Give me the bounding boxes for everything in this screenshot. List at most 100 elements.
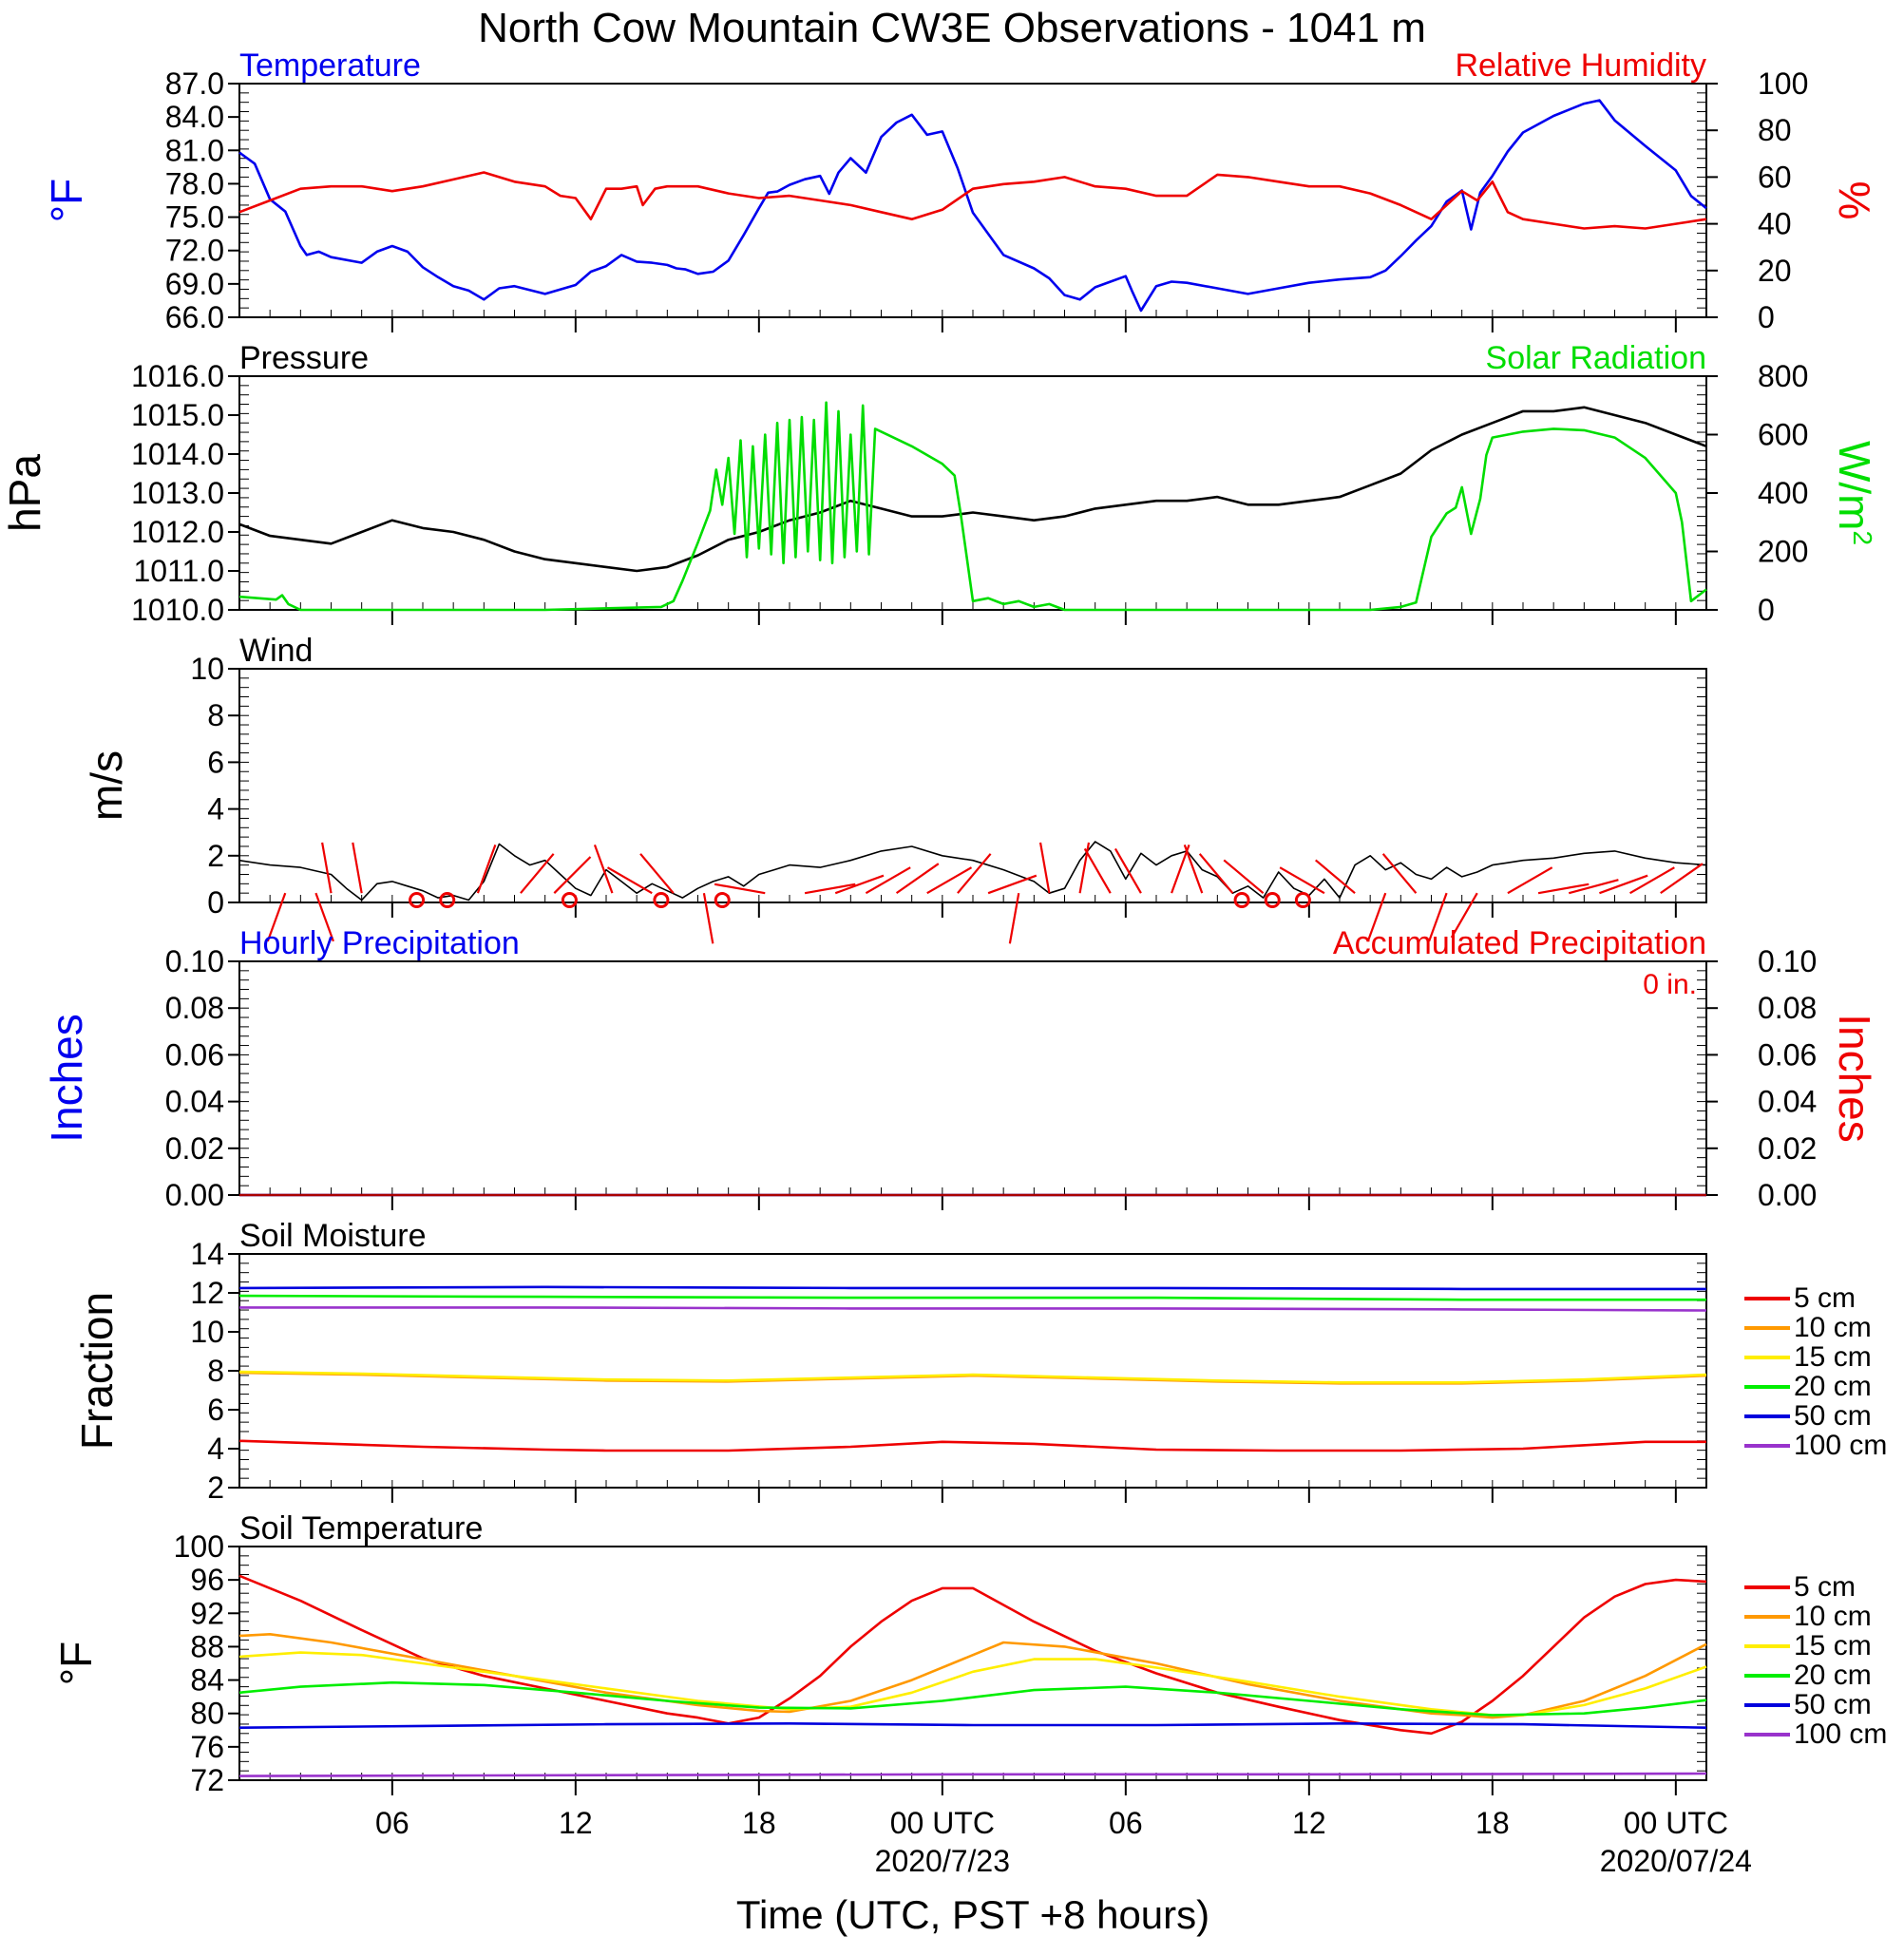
y-tick-label-left: 10 — [190, 652, 224, 686]
wind-barb — [702, 892, 714, 944]
panel-title-left: Hourly Precipitation — [239, 925, 520, 961]
wind-barb — [987, 874, 1038, 895]
y-tick-label-left: 72.0 — [165, 234, 224, 268]
y-tick-label-right: 20 — [1758, 254, 1792, 288]
y-tick-label-right: 0.08 — [1758, 991, 1817, 1025]
legend-label: 100 cm — [1794, 1718, 1887, 1750]
y-tick-label-right: 0.02 — [1758, 1131, 1817, 1166]
y-tick-label-left: 0 — [207, 885, 224, 920]
series-line-5-cm — [238, 1574, 1707, 1736]
y-tick-label-right: 80 — [1758, 113, 1792, 147]
wind-barb — [1629, 866, 1675, 895]
wind-barb — [1428, 892, 1448, 942]
panel-title-left: Soil Temperature — [239, 1510, 483, 1547]
calm-wind-marker — [561, 892, 578, 909]
y-tick-label-right: 0.04 — [1758, 1085, 1817, 1119]
wind-barb — [1198, 853, 1234, 894]
x-tick-label: 12 — [1292, 1806, 1326, 1840]
legend-label: 15 cm — [1794, 1341, 1872, 1373]
y-axis-label-right: % — [1830, 181, 1879, 220]
y-tick-label-left: 1013.0 — [131, 476, 224, 510]
legend-label: 20 cm — [1794, 1660, 1872, 1691]
y-tick-label-left: 1015.0 — [131, 398, 224, 432]
y-tick-label-right: 800 — [1758, 359, 1808, 393]
panel-title-right: Accumulated Precipitation — [1333, 925, 1706, 961]
wind-barb — [1008, 892, 1020, 944]
y-tick-label-left: 88 — [190, 1629, 224, 1663]
panel-wind: 10 8 6 4 2 0 Wind m/s — [82, 633, 1707, 944]
y-tick-label-left: 72 — [190, 1763, 224, 1797]
legend-label: 15 cm — [1794, 1630, 1872, 1661]
panel-temperature: 87.084.081.078.075.072.069.066.0 100 80 60 4… — [42, 47, 1879, 334]
calm-wind-marker — [1233, 892, 1250, 909]
wind-barb — [1450, 892, 1478, 939]
legend-label: 10 cm — [1794, 1312, 1872, 1343]
calm-wind-marker — [714, 892, 731, 909]
legend-label: 50 cm — [1794, 1689, 1872, 1720]
calm-wind-marker — [409, 892, 426, 909]
wind-barb — [352, 842, 363, 894]
y-axis-label-left: Inches — [42, 1014, 91, 1143]
legend-label: 10 cm — [1794, 1601, 1872, 1632]
y-tick-label-left: 100 — [174, 1529, 224, 1564]
calm-wind-marker — [653, 892, 670, 909]
y-tick-label-left: 2 — [207, 1471, 224, 1505]
y-tick-label-left: 2 — [207, 839, 224, 873]
panel-precipitation: 0.10 0.08 0.06 0.04 0.02 0.00 0.10 0.08 0.06 0.04… — [42, 925, 1879, 1212]
series-line-15-cm — [238, 1370, 1707, 1384]
wind-barb — [1381, 853, 1418, 894]
y-tick-label-right: 100 — [1758, 66, 1808, 101]
x-tick-label: 00 UTC — [1624, 1806, 1728, 1840]
y-tick-label-left: 1012.0 — [131, 515, 224, 549]
y-axis-label-right: Inches — [1830, 1014, 1879, 1143]
y-tick-label-left: 69.0 — [165, 267, 224, 301]
wind-barb — [895, 863, 940, 895]
wind-barb — [266, 892, 287, 942]
y-tick-label-left: 87.0 — [165, 66, 224, 101]
y-tick-label-right: 60 — [1758, 160, 1792, 194]
wind-barb — [1568, 879, 1619, 895]
y-tick-label-left: 1014.0 — [131, 437, 224, 471]
y-tick-label-right: 0 — [1758, 593, 1775, 627]
panel-title-left: Temperature — [239, 47, 421, 84]
wind-barb — [804, 883, 856, 895]
y-tick-label-left: 1010.0 — [131, 593, 224, 627]
legend-label: 100 cm — [1794, 1430, 1887, 1461]
panel-title-left: Pressure — [239, 340, 369, 376]
legend-label: 5 cm — [1794, 1282, 1856, 1314]
wind-barb — [639, 853, 675, 894]
x-tick-sublabel: 2020/7/23 — [875, 1844, 1010, 1878]
legend-label: 20 cm — [1794, 1371, 1872, 1402]
calm-wind-marker — [1264, 892, 1281, 909]
y-tick-label-left: 10 — [190, 1315, 224, 1349]
x-tick-label: 00 UTC — [890, 1806, 995, 1840]
wind-barb — [1038, 842, 1051, 894]
y-tick-label-right: 40 — [1758, 207, 1792, 241]
series-line-20-cm — [238, 1680, 1707, 1717]
wind-barb — [926, 866, 973, 895]
y-tick-label-left: 84.0 — [165, 100, 224, 134]
wind-barb — [606, 866, 653, 895]
series-line-50-cm — [238, 1285, 1706, 1291]
y-tick-label-left: 0.10 — [165, 944, 224, 978]
panel-annotation: 0 in. — [1643, 969, 1697, 1000]
panel-title-left: Wind — [239, 633, 313, 669]
wind-barb — [1114, 847, 1142, 894]
y-axis-label-left: Fraction — [72, 1292, 122, 1450]
wind-barb — [1171, 845, 1190, 894]
wind-barb — [314, 892, 334, 942]
calm-wind-marker — [439, 892, 456, 909]
series-line-solar-radiation — [238, 401, 1707, 612]
wind-barb — [1366, 892, 1387, 942]
x-tick-sublabel: 2020/07/24 — [1600, 1844, 1752, 1878]
wind-barb — [865, 866, 911, 895]
y-tick-label-right: 600 — [1758, 418, 1808, 452]
x-tick-label: 06 — [1109, 1806, 1143, 1840]
wind-barb — [476, 845, 497, 894]
y-tick-label-left: 1011.0 — [134, 554, 225, 588]
y-tick-label-left: 1016.0 — [131, 359, 224, 393]
